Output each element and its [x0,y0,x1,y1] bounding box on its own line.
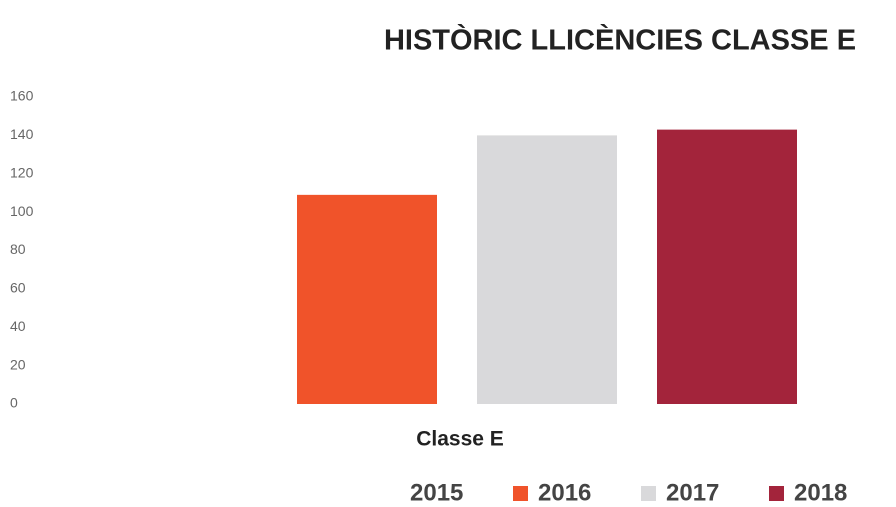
legend-swatch [641,486,656,501]
y-tick-label: 100 [10,203,34,219]
y-tick-label: 0 [10,395,18,411]
y-tick-label: 40 [10,318,26,334]
y-tick-label: 20 [10,356,26,372]
bar [297,194,437,404]
bar [477,135,617,404]
x-tick-label: Classe E [416,428,504,451]
legend-swatch [769,486,784,501]
legend-label: 2016 [538,479,591,506]
y-tick-label: 160 [10,88,34,104]
legend-swatch [513,486,528,501]
legend-label: 2015 [410,479,463,506]
y-tick-label: 80 [10,241,26,257]
chart-title: HISTÒRIC LLICÈNCIES CLASSE E [384,23,856,57]
y-tick-label: 120 [10,164,34,180]
bar [657,129,797,404]
y-tick-label: 140 [10,126,34,142]
legend-label: 2018 [794,479,847,506]
legend-label: 2017 [666,479,719,506]
y-tick-label: 60 [10,280,26,296]
